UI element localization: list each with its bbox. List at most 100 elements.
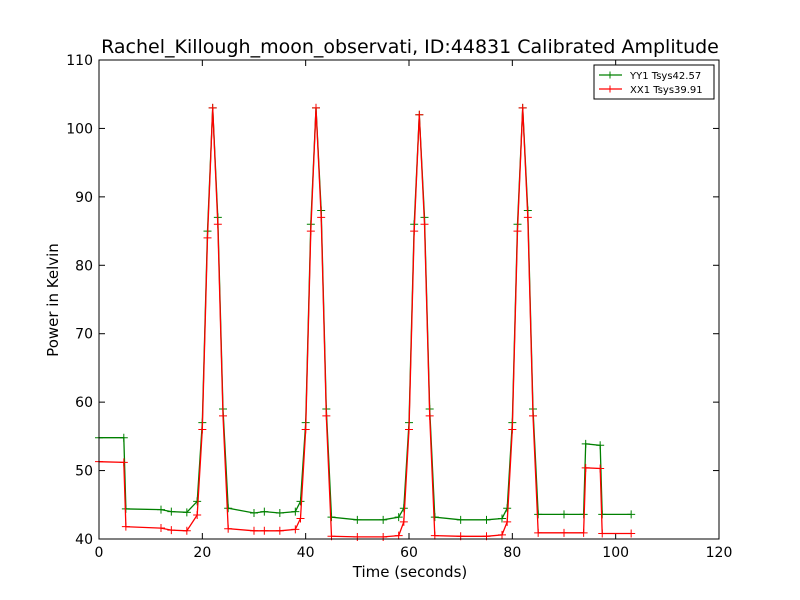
data-point-marker	[529, 411, 537, 420]
x-tick-label: 120	[706, 545, 733, 561]
data-point-marker	[119, 458, 128, 467]
data-point-marker	[291, 507, 300, 516]
data-point-marker	[193, 497, 202, 506]
data-point-marker	[415, 110, 424, 119]
data-point-marker	[410, 227, 419, 236]
y-tick-label: 60	[75, 395, 93, 411]
x-tick-label: 0	[95, 545, 104, 561]
data-point-marker	[203, 233, 212, 242]
data-point-marker	[627, 529, 636, 538]
data-point-marker	[301, 425, 310, 434]
data-point-marker	[219, 411, 227, 420]
data-point-marker	[182, 508, 191, 517]
x-axis-label: Time (seconds)	[352, 563, 468, 581]
x-tick-label: 60	[400, 545, 418, 561]
data-point-marker	[503, 517, 512, 526]
data-point-marker	[430, 531, 439, 540]
data-point-marker	[224, 504, 233, 513]
plot-area-series	[95, 103, 636, 541]
data-point-marker	[581, 439, 590, 448]
legend-swatch-marker	[606, 71, 614, 79]
legend-swatch-marker	[606, 85, 614, 93]
data-point-marker	[250, 508, 258, 517]
data-point-marker	[596, 441, 605, 450]
data-point-marker	[157, 505, 165, 514]
data-point-marker	[513, 227, 522, 236]
data-point-marker	[482, 515, 491, 524]
data-point-marker	[523, 213, 532, 222]
data-point-marker	[579, 528, 588, 537]
y-tick-label: 90	[75, 190, 93, 206]
series-line	[98, 107, 632, 538]
data-point-marker	[167, 507, 176, 516]
data-point-marker	[534, 528, 543, 537]
data-point-marker	[157, 524, 165, 533]
data-point-marker	[379, 515, 388, 524]
data-point-marker	[498, 530, 506, 539]
data-point-marker	[208, 103, 217, 112]
data-point-marker	[312, 103, 320, 112]
data-point-marker	[250, 526, 258, 535]
data-point-marker	[296, 514, 305, 523]
y-axis-label: Power in Kelvin	[44, 243, 62, 357]
data-point-marker	[327, 513, 336, 522]
data-point-marker	[198, 425, 207, 434]
data-point-marker	[317, 213, 326, 222]
series-xx1	[95, 103, 636, 541]
data-point-marker	[456, 515, 465, 524]
y-tick-label: 80	[75, 258, 93, 274]
data-point-marker	[353, 532, 362, 541]
data-point-marker	[182, 526, 191, 535]
data-point-marker	[193, 511, 202, 520]
axis-ticks: 0 20 40 60 80 100 120 40 50 60 70 80 90 100 110	[66, 53, 732, 561]
data-point-marker	[394, 513, 403, 522]
x-tick-label: 80	[503, 545, 521, 561]
data-point-marker	[260, 507, 269, 516]
data-point-marker	[399, 517, 408, 526]
data-point-marker	[598, 529, 607, 538]
data-point-marker	[275, 508, 284, 517]
data-point-marker	[260, 526, 269, 535]
y-tick-label: 100	[66, 121, 93, 137]
data-point-marker	[405, 425, 413, 434]
data-point-marker	[291, 525, 300, 534]
x-tick-label: 40	[297, 545, 315, 561]
data-point-marker	[306, 227, 315, 236]
x-tick-label: 20	[193, 545, 211, 561]
data-point-marker	[560, 528, 568, 537]
y-tick-label: 40	[75, 532, 93, 548]
data-point-marker	[560, 510, 568, 519]
data-point-marker	[322, 411, 331, 420]
data-point-marker	[296, 497, 305, 506]
chart-title: Rachel_Killough_moon_observati, ID:44831…	[101, 36, 719, 58]
data-point-marker	[167, 526, 176, 535]
data-point-marker	[420, 220, 429, 229]
data-point-marker	[627, 510, 636, 519]
data-point-marker	[498, 514, 506, 523]
data-point-marker	[213, 220, 222, 229]
data-point-marker	[430, 513, 439, 522]
y-tick-label: 70	[75, 327, 93, 343]
data-point-marker	[518, 103, 527, 112]
data-point-marker	[379, 532, 388, 541]
data-point-marker	[581, 463, 590, 472]
data-point-marker	[353, 515, 362, 524]
data-point-marker	[596, 464, 605, 473]
data-point-marker	[508, 425, 517, 434]
legend-box	[593, 64, 715, 100]
data-point-marker	[121, 522, 130, 531]
y-tick-label: 50	[75, 464, 93, 480]
data-point-marker	[275, 526, 284, 535]
data-point-marker	[534, 510, 543, 519]
data-point-marker	[224, 524, 233, 533]
data-point-marker	[394, 531, 403, 540]
y-tick-label: 110	[66, 53, 93, 69]
data-point-marker	[425, 411, 434, 420]
legend-entry-label: YY1 Tsys42.57	[629, 71, 701, 82]
plot-frame	[98, 59, 720, 540]
legend-entry-label: XX1 Tsys39.91	[630, 85, 703, 96]
data-point-marker	[119, 433, 128, 442]
